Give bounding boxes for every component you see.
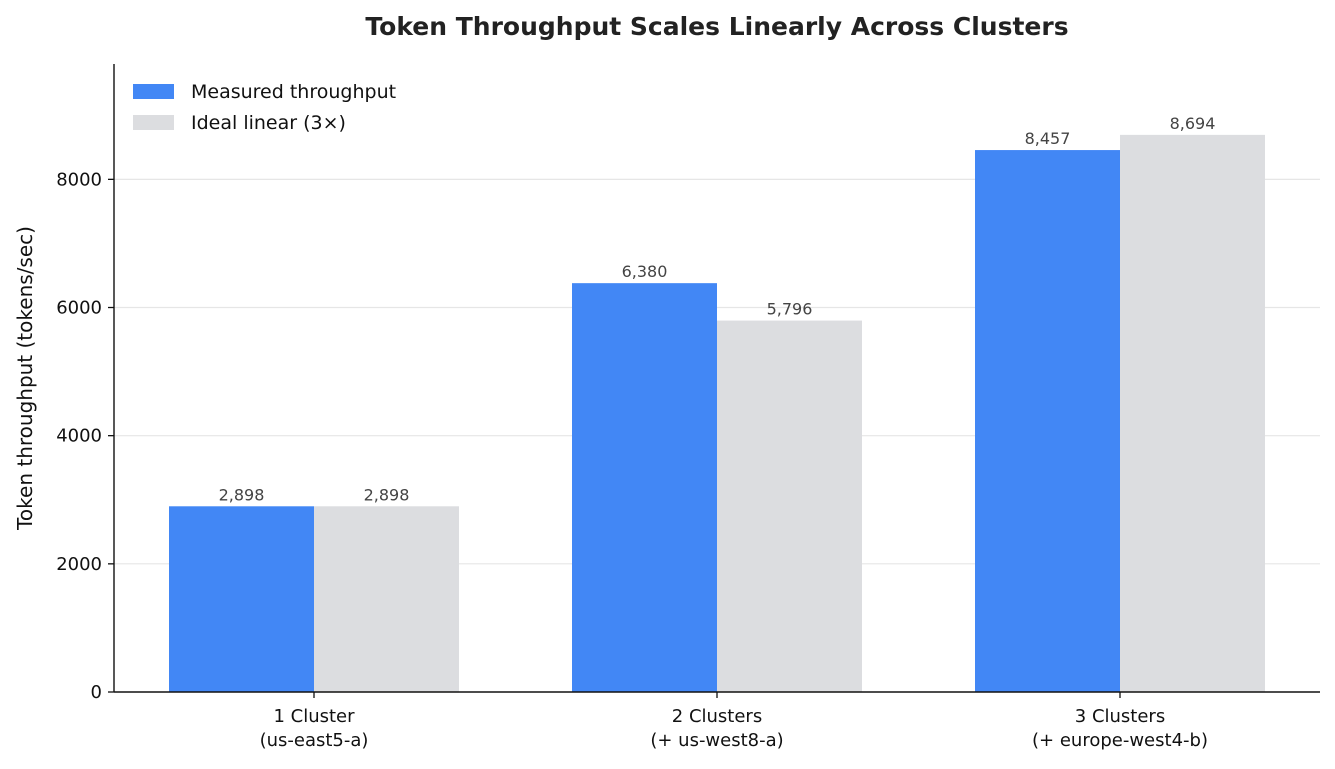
y-tick-label: 4000 bbox=[56, 426, 102, 447]
bar-ideal-3 bbox=[1120, 134, 1265, 693]
data-label: 2,898 bbox=[364, 485, 410, 504]
x-tick-label: 3 Clusters bbox=[1075, 706, 1165, 727]
bars bbox=[169, 134, 1265, 693]
y-axis-label: Token throughput (tokens/sec) bbox=[13, 226, 37, 531]
x-tick-label: (us-east5-a) bbox=[260, 730, 369, 751]
data-label: 8,694 bbox=[1170, 114, 1216, 133]
bar-ideal-2 bbox=[717, 320, 862, 692]
y-tick-label: 0 bbox=[91, 682, 102, 703]
data-label: 6,380 bbox=[622, 262, 668, 281]
y-tick-label: 2000 bbox=[56, 554, 102, 575]
x-tick-label: 2 Clusters bbox=[672, 706, 762, 727]
legend-label: Measured throughput bbox=[191, 81, 396, 103]
legend-label: Ideal linear (3×) bbox=[191, 112, 346, 134]
legend-swatch bbox=[133, 84, 174, 99]
y-tick-label: 8000 bbox=[56, 169, 102, 190]
bar-ideal-1 bbox=[314, 506, 459, 692]
bar-measured-1 bbox=[169, 506, 314, 692]
legend: Measured throughput Ideal linear (3×) bbox=[133, 81, 396, 134]
y-tick-label: 6000 bbox=[56, 298, 102, 319]
bar-measured-2 bbox=[572, 283, 717, 692]
x-tick-label: (+ us-west8-a) bbox=[650, 730, 783, 751]
legend-swatch bbox=[133, 115, 174, 130]
data-labels: 2,898 6,380 8,457 2,898 5,796 8,694 bbox=[219, 114, 1216, 504]
data-label: 2,898 bbox=[219, 485, 265, 504]
data-label: 8,457 bbox=[1025, 129, 1071, 148]
chart-title: Token Throughput Scales Linearly Across … bbox=[365, 12, 1068, 41]
axes: 0 2000 4000 6000 8000 1 Cluster (us-east5-a) 2 … bbox=[56, 64, 1320, 751]
bar-measured-3 bbox=[975, 150, 1120, 692]
x-tick-label: 1 Cluster bbox=[273, 706, 355, 727]
x-tick-label: (+ europe-west4-b) bbox=[1032, 730, 1208, 751]
data-label: 5,796 bbox=[767, 300, 813, 319]
